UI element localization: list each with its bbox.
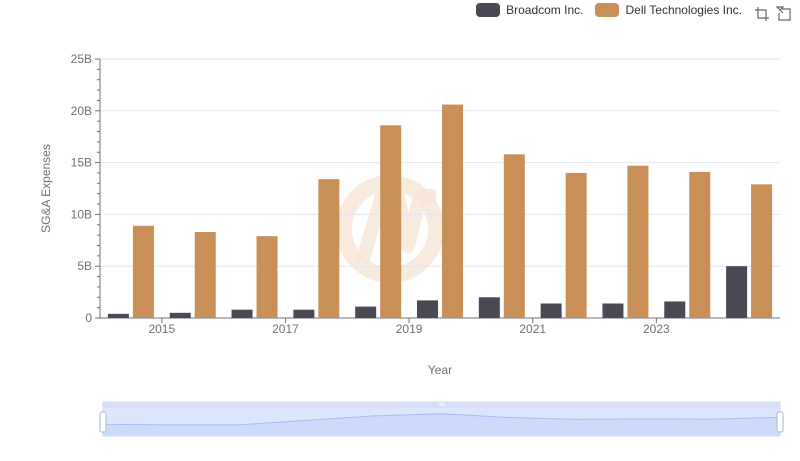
bar-broadcom: [107, 313, 129, 318]
bar-broadcom: [293, 309, 315, 318]
y-tick-label: 10B: [71, 207, 92, 221]
x-tick-label: 2017: [272, 322, 299, 336]
bar-dell: [751, 184, 773, 318]
bar-broadcom: [540, 303, 562, 318]
legend-label-broadcom: Broadcom Inc.: [506, 3, 584, 17]
bar-dell: [132, 225, 154, 318]
zoom-select-icon[interactable]: [754, 6, 770, 22]
y-tick-label: 0: [85, 311, 92, 325]
datazoom-selection: [103, 408, 780, 436]
y-tick-label: 15B: [71, 156, 92, 170]
bar-dell: [627, 165, 649, 318]
datazoom-grip-icon: [439, 403, 445, 406]
x-tick-label: 2015: [148, 322, 175, 336]
x-tick-label: 2019: [396, 322, 423, 336]
bar-broadcom: [664, 301, 686, 318]
bar-broadcom: [478, 297, 500, 318]
bar-broadcom: [169, 312, 191, 318]
x-tick-label: 2023: [643, 322, 670, 336]
bar-dell: [565, 172, 587, 318]
bar-broadcom: [602, 303, 624, 318]
y-tick-label: 25B: [71, 52, 92, 66]
watermark-logo-mark: [355, 189, 436, 265]
datazoom-handle-left[interactable]: [99, 411, 107, 433]
x-axis-title: Year: [428, 363, 452, 377]
bar-broadcom: [231, 309, 253, 318]
legend-swatch-dell: [595, 3, 620, 17]
datazoom-handle-right[interactable]: [776, 411, 784, 433]
chart-legend: Broadcom Inc. Dell Technologies Inc.: [476, 3, 742, 17]
y-tick-label: 5B: [77, 259, 92, 273]
bar-dell: [380, 125, 402, 318]
x-tick-label: 2021: [519, 322, 546, 336]
bar-dell: [318, 179, 340, 318]
datazoom-preview-line: [102, 413, 781, 426]
y-tick-label: 20B: [71, 104, 92, 118]
legend-item-broadcom[interactable]: Broadcom Inc.: [476, 3, 583, 17]
legend-swatch-broadcom: [476, 3, 501, 17]
legend-label-dell: Dell Technologies Inc.: [625, 3, 742, 17]
y-axis-title: SG&A Expenses: [39, 144, 53, 233]
bar-dell: [256, 236, 278, 318]
bar-dell: [689, 171, 711, 318]
bar-broadcom: [355, 306, 377, 318]
chart-toolbox: [754, 6, 792, 22]
bar-dell: [194, 232, 216, 318]
bar-broadcom: [726, 266, 748, 318]
bar-dell: [442, 104, 463, 318]
legend-item-dell[interactable]: Dell Technologies Inc.: [595, 3, 742, 17]
bar-broadcom: [417, 300, 438, 318]
zoom-reset-icon[interactable]: [776, 6, 792, 22]
bar-dell: [503, 154, 525, 318]
